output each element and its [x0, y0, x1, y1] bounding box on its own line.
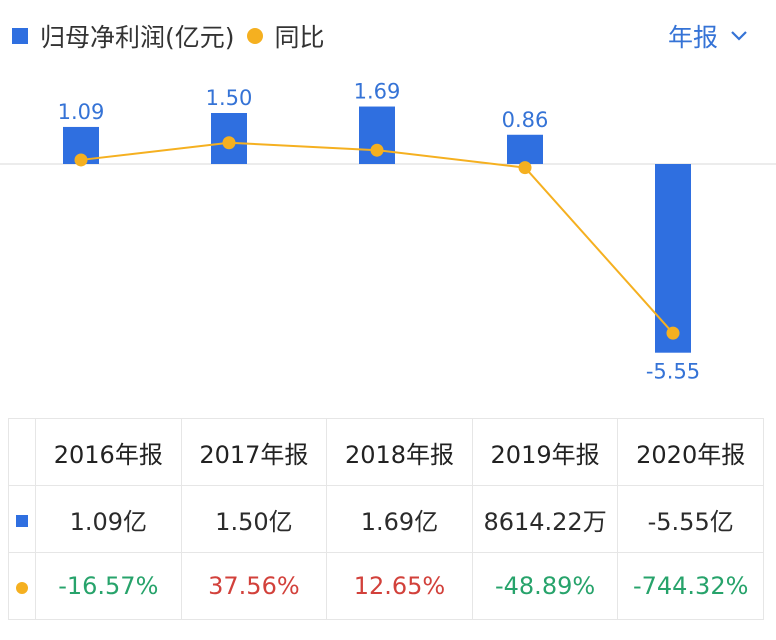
bar-data-label: 1.09	[58, 100, 105, 124]
row-marker-cell	[8, 485, 36, 553]
column-header: 2016年报	[35, 418, 182, 486]
yoy-point-2018年报	[370, 143, 384, 157]
financial-summary-table: 2016年报 2017年报 2018年报 2019年报 2020年报 1.09亿…	[8, 418, 764, 620]
yoy-cell: -48.89%	[471, 552, 619, 620]
bar-data-label: 0.86	[502, 108, 549, 132]
bar-data-label: -5.55	[646, 360, 700, 384]
report-period-label: 年报	[667, 23, 718, 52]
bar-series-label: 归母净利润(亿元)	[40, 23, 235, 52]
net-profit-cell: 8614.22万	[471, 485, 619, 553]
column-header: 2017年报	[180, 418, 328, 486]
chevron-down-icon	[731, 31, 747, 41]
net-profit-row: 1.09亿 1.50亿 1.69亿 8614.22万 -5.55亿	[8, 485, 764, 553]
bar-2019年报	[507, 134, 543, 164]
yoy-row: -16.57% 37.56% 12.65% -48.89% -744.32%	[8, 552, 764, 620]
report-period-dropdown[interactable]: 年报	[668, 18, 748, 54]
column-header: 2018年报	[326, 418, 473, 486]
table-header-row: 2016年报 2017年报 2018年报 2019年报 2020年报	[8, 418, 764, 486]
yoy-point-2020年报	[666, 326, 680, 340]
yoy-cell: 12.65%	[326, 552, 473, 620]
row-marker-cell	[8, 552, 36, 620]
bar-series-marker	[16, 515, 28, 527]
yoy-cell: -744.32%	[617, 552, 764, 620]
bar-data-label: 1.50	[206, 86, 253, 110]
yoy-point-2017年报	[222, 136, 236, 150]
line-series-label: 同比	[274, 23, 325, 52]
column-header: 2019年报	[471, 418, 619, 486]
yoy-point-2019年报	[518, 161, 532, 175]
yoy-cell: -16.57%	[35, 552, 182, 620]
column-header: 2020年报	[617, 418, 764, 486]
net-profit-cell: -5.55亿	[617, 485, 764, 553]
yoy-cell: 37.56%	[180, 552, 328, 620]
yoy-line	[80, 141, 674, 334]
net-profit-cell: 1.09亿	[35, 485, 182, 553]
net-profit-cell: 1.50亿	[180, 485, 328, 553]
bar-series-marker	[12, 28, 28, 44]
chart-legend: 归母净利润(亿元) 同比	[12, 18, 325, 54]
profit-chart: 1.09 1.50 1.69 0.86 -5.55	[0, 80, 776, 384]
line-series-marker	[246, 28, 263, 44]
bar-data-label: 1.69	[354, 80, 401, 104]
yoy-point-2016年报	[74, 153, 88, 167]
table-corner-cell	[8, 418, 36, 486]
bar-2020年报	[655, 164, 691, 353]
net-profit-cell: 1.69亿	[326, 485, 473, 553]
line-series-marker	[16, 582, 28, 594]
